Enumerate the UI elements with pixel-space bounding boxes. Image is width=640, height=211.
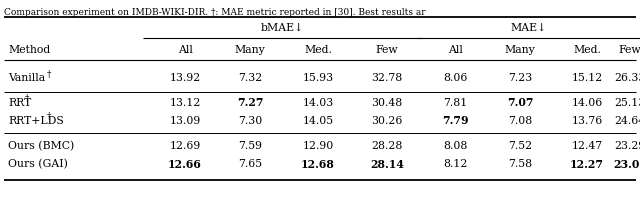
Text: 8.06: 8.06 bbox=[443, 73, 467, 83]
Text: 12.27: 12.27 bbox=[570, 158, 604, 169]
Text: Few: Few bbox=[619, 45, 640, 55]
Text: 15.93: 15.93 bbox=[303, 73, 333, 83]
Text: 7.23: 7.23 bbox=[508, 73, 532, 83]
Text: Many: Many bbox=[235, 45, 266, 55]
Text: 7.65: 7.65 bbox=[238, 159, 262, 169]
Text: 13.09: 13.09 bbox=[170, 116, 200, 126]
Text: 14.03: 14.03 bbox=[302, 98, 333, 108]
Text: 7.32: 7.32 bbox=[238, 73, 262, 83]
Text: 14.05: 14.05 bbox=[303, 116, 333, 126]
Text: 25.13: 25.13 bbox=[614, 98, 640, 108]
Text: 7.81: 7.81 bbox=[443, 98, 467, 108]
Text: Few: Few bbox=[376, 45, 398, 55]
Text: All: All bbox=[447, 45, 463, 55]
Text: Vanilla: Vanilla bbox=[8, 73, 45, 83]
Text: RRT+LDS: RRT+LDS bbox=[8, 116, 64, 126]
Text: RRT: RRT bbox=[8, 98, 31, 108]
Text: 24.64: 24.64 bbox=[614, 116, 640, 126]
Text: 26.33: 26.33 bbox=[614, 73, 640, 83]
Text: 7.52: 7.52 bbox=[508, 141, 532, 151]
Text: Ours (BMC): Ours (BMC) bbox=[8, 141, 74, 151]
Text: 23.29: 23.29 bbox=[614, 141, 640, 151]
Text: †: † bbox=[47, 69, 51, 78]
Text: 30.48: 30.48 bbox=[371, 98, 403, 108]
Text: Method: Method bbox=[8, 45, 51, 55]
Text: 12.69: 12.69 bbox=[170, 141, 200, 151]
Text: Ours (GAI): Ours (GAI) bbox=[8, 159, 68, 169]
Text: Med.: Med. bbox=[573, 45, 601, 55]
Text: 30.26: 30.26 bbox=[371, 116, 403, 126]
Text: All: All bbox=[177, 45, 193, 55]
Text: 12.66: 12.66 bbox=[168, 158, 202, 169]
Text: 12.90: 12.90 bbox=[302, 141, 333, 151]
Text: 8.08: 8.08 bbox=[443, 141, 467, 151]
Text: Comparison experiment on IMDB-WIKI-DIR. †: MAE metric reported in [30]. Best res: Comparison experiment on IMDB-WIKI-DIR. … bbox=[4, 8, 426, 17]
Text: 13.76: 13.76 bbox=[572, 116, 603, 126]
Text: 14.06: 14.06 bbox=[572, 98, 603, 108]
Text: 32.78: 32.78 bbox=[371, 73, 403, 83]
Text: †: † bbox=[47, 112, 51, 122]
Text: 23.05: 23.05 bbox=[613, 158, 640, 169]
Text: 13.92: 13.92 bbox=[170, 73, 200, 83]
Text: 7.07: 7.07 bbox=[507, 97, 533, 108]
Text: 7.58: 7.58 bbox=[508, 159, 532, 169]
Text: Many: Many bbox=[504, 45, 536, 55]
Text: 15.12: 15.12 bbox=[572, 73, 603, 83]
Text: 28.14: 28.14 bbox=[370, 158, 404, 169]
Text: 7.59: 7.59 bbox=[238, 141, 262, 151]
Text: 28.28: 28.28 bbox=[371, 141, 403, 151]
Text: MAE↓: MAE↓ bbox=[510, 23, 547, 33]
Text: 13.12: 13.12 bbox=[170, 98, 201, 108]
Text: †: † bbox=[24, 95, 29, 104]
Text: 7.27: 7.27 bbox=[237, 97, 263, 108]
Text: 7.79: 7.79 bbox=[442, 115, 468, 127]
Text: 7.30: 7.30 bbox=[238, 116, 262, 126]
Text: 12.68: 12.68 bbox=[301, 158, 335, 169]
Text: bMAE↓: bMAE↓ bbox=[261, 23, 304, 33]
Text: 12.47: 12.47 bbox=[572, 141, 603, 151]
Text: 8.12: 8.12 bbox=[443, 159, 467, 169]
Text: Med.: Med. bbox=[304, 45, 332, 55]
Text: 7.08: 7.08 bbox=[508, 116, 532, 126]
